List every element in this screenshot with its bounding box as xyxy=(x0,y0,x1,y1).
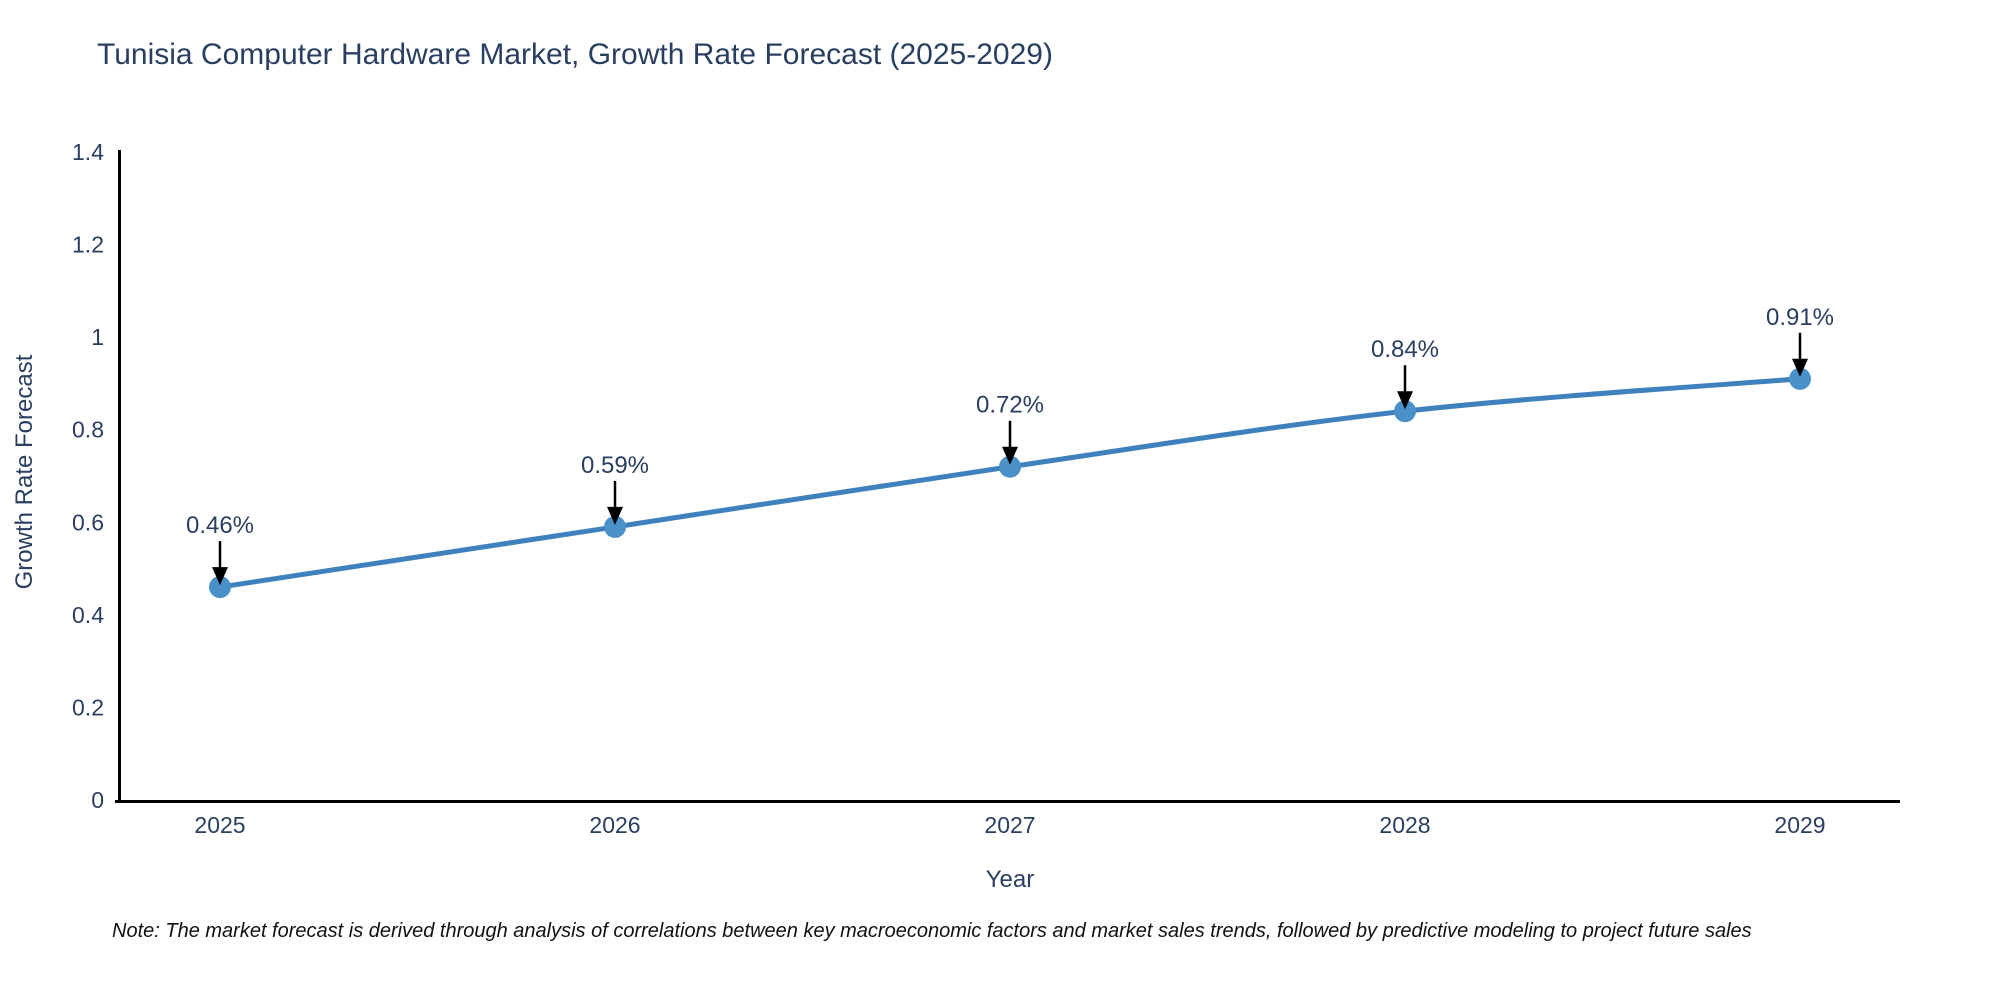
x-tick-label: 2025 xyxy=(194,812,245,838)
y-tick-label: 1 xyxy=(91,324,104,350)
footnote: Note: The market forecast is derived thr… xyxy=(112,920,1752,942)
annotation-label: 0.84% xyxy=(1371,336,1439,363)
annotation-arrowhead xyxy=(607,506,623,525)
data-point-marker[interactable] xyxy=(209,576,231,599)
annotation-label: 0.46% xyxy=(186,512,254,539)
data-point-marker[interactable] xyxy=(1394,400,1416,423)
y-tick-label: 0 xyxy=(91,787,104,813)
annotation-label: 0.72% xyxy=(976,392,1044,419)
y-tick-label: 1.4 xyxy=(72,139,104,165)
x-tick-label: 2027 xyxy=(984,812,1035,838)
annotation-label: 0.59% xyxy=(581,452,649,479)
y-tick-label: 0.2 xyxy=(72,694,104,720)
x-axis-title: Year xyxy=(985,866,1035,893)
x-tick-label: 2026 xyxy=(589,812,640,838)
data-point-marker[interactable] xyxy=(999,455,1021,478)
data-point-marker[interactable] xyxy=(604,515,626,538)
x-tick-label: 2029 xyxy=(1774,812,1825,838)
annotation-label: 0.91% xyxy=(1766,304,1834,331)
y-axis-title: Growth Rate Forecast xyxy=(11,354,38,590)
chart-title: Tunisia Computer Hardware Market, Growth… xyxy=(97,38,1053,71)
annotation-arrowhead xyxy=(1792,358,1808,377)
y-tick-label: 0.8 xyxy=(72,417,104,443)
data-point-marker[interactable] xyxy=(1789,367,1811,390)
annotation-arrowhead xyxy=(1002,446,1018,465)
y-tick-label: 1.2 xyxy=(72,232,104,258)
x-tick-label: 2028 xyxy=(1379,812,1430,838)
annotation-arrowhead xyxy=(212,567,228,586)
y-tick-label: 0.4 xyxy=(72,602,104,628)
annotation-arrowhead xyxy=(1397,391,1413,410)
y-tick-label: 0.6 xyxy=(72,509,104,535)
